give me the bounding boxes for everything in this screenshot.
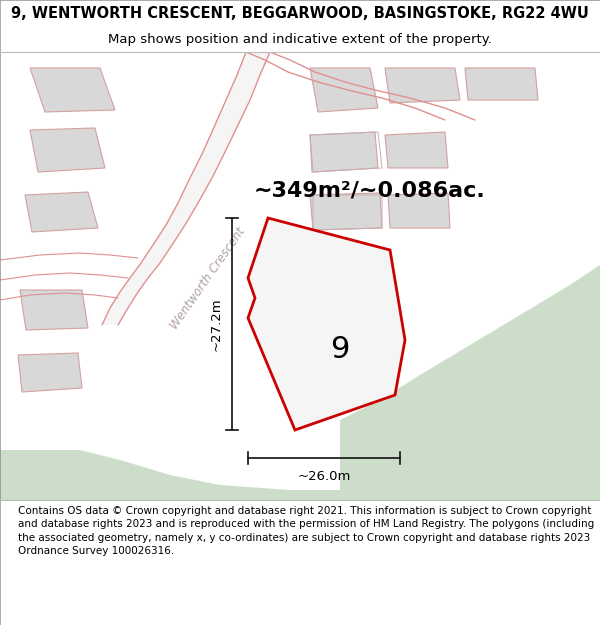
Polygon shape [18,353,82,392]
Polygon shape [465,68,538,100]
Polygon shape [102,52,270,325]
Text: ~27.2m: ~27.2m [209,297,223,351]
Text: Wentworth Crescent: Wentworth Crescent [168,225,248,331]
Polygon shape [310,193,382,230]
Polygon shape [310,68,378,112]
Polygon shape [0,305,600,500]
Polygon shape [25,192,98,232]
Polygon shape [30,68,115,112]
Polygon shape [248,218,405,430]
Polygon shape [310,132,378,172]
Text: ~26.0m: ~26.0m [298,469,350,482]
Text: Map shows position and indicative extent of the property.: Map shows position and indicative extent… [108,32,492,46]
Text: Contains OS data © Crown copyright and database right 2021. This information is : Contains OS data © Crown copyright and d… [18,506,594,556]
Text: ~349m²/~0.086ac.: ~349m²/~0.086ac. [254,180,486,200]
Polygon shape [20,290,88,330]
Text: 9: 9 [331,336,350,364]
Polygon shape [388,193,450,228]
Polygon shape [385,132,448,168]
Text: 9, WENTWORTH CRESCENT, BEGGARWOOD, BASINGSTOKE, RG22 4WU: 9, WENTWORTH CRESCENT, BEGGARWOOD, BASIN… [11,6,589,21]
Polygon shape [385,68,460,103]
Polygon shape [340,265,600,500]
Polygon shape [30,128,105,172]
